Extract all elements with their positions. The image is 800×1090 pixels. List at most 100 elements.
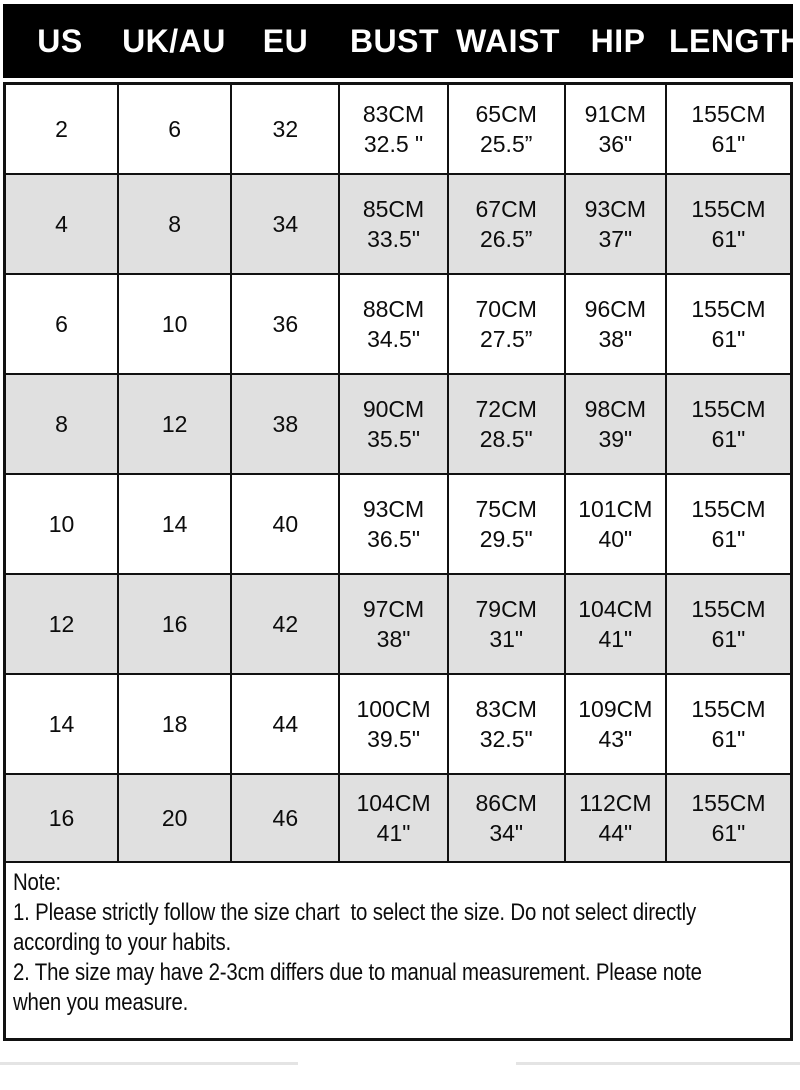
table-cell: 101CM 40" xyxy=(566,475,667,573)
table-cell: 104CM 41" xyxy=(340,775,449,861)
table-cell: 79CM 31" xyxy=(449,575,566,673)
table-cell: 155CM 61" xyxy=(667,375,790,473)
table-cell: 93CM 36.5" xyxy=(340,475,449,573)
cell-line: 32.5 " xyxy=(363,131,424,157)
table-cell: 155CM 61" xyxy=(667,275,790,373)
cell-line: 8 xyxy=(55,411,68,437)
cell-line: 41" xyxy=(598,626,633,652)
bottom-divider-left xyxy=(0,1062,298,1065)
cell-line: 88CM xyxy=(362,296,425,322)
note-line: according to your habits. xyxy=(13,929,232,956)
cell-line: 44 xyxy=(272,711,299,737)
cell-line: 37" xyxy=(598,226,633,252)
table-cell: 155CM 61" xyxy=(667,775,790,861)
cell-line: 70CM xyxy=(475,296,537,322)
cell-line: 75CM xyxy=(475,496,537,522)
header-cell-hip: HIP xyxy=(590,22,646,59)
cell-line: 104CM xyxy=(578,596,653,622)
cell-line: 97CM xyxy=(362,596,425,622)
cell-line: 61" xyxy=(711,131,746,157)
cell-line: 65CM xyxy=(475,101,537,127)
cell-line: 10 xyxy=(48,511,75,537)
table-row: 4 8 34 85CM 33.5" 67CM 26.5” 93CM 37" 155CM 61" xyxy=(6,175,790,275)
table-cell: 85CM 33.5" xyxy=(340,175,449,273)
cell-line: 43" xyxy=(598,726,633,752)
cell-line: 104CM xyxy=(356,790,431,816)
table-cell: 155CM 61" xyxy=(667,675,790,773)
table-cell: 16 xyxy=(119,575,233,673)
table-cell: 88CM 34.5" xyxy=(340,275,449,373)
table-cell: 72CM 28.5" xyxy=(449,375,566,473)
note-line: when you measure. xyxy=(13,989,189,1016)
cell-line: 155CM xyxy=(691,296,766,322)
cell-line: 90CM xyxy=(362,396,425,422)
cell-line: 155CM xyxy=(691,496,766,522)
note-block: Note: 1. Please strictly follow the size … xyxy=(6,863,790,1038)
table-cell: 93CM 37" xyxy=(566,175,667,273)
table-cell: 98CM 39" xyxy=(566,375,667,473)
cell-line: 155CM xyxy=(691,101,766,127)
cell-line: 16 xyxy=(48,805,75,831)
cell-line: 40" xyxy=(598,526,633,552)
cell-line: 16 xyxy=(161,611,188,637)
cell-line: 44" xyxy=(598,820,633,846)
cell-line: 36 xyxy=(272,311,299,337)
header-cell-ukau: UK/AU xyxy=(122,22,226,59)
cell-line: 155CM xyxy=(691,396,766,422)
table-cell: 10 xyxy=(6,475,120,573)
cell-line: 61" xyxy=(711,326,746,352)
note-line: 2. The size may have 2-3cm differs due t… xyxy=(13,959,702,986)
table-header-row: US UK/AU EU BUST WAIST HIP LENGTH xyxy=(3,4,800,78)
cell-line: 25.5” xyxy=(479,131,533,157)
cell-line: 91CM xyxy=(584,101,647,127)
cell-line: 26.5” xyxy=(479,226,533,252)
cell-line: 18 xyxy=(161,711,188,737)
cell-line: 112CM xyxy=(579,790,652,816)
cell-line: 100CM xyxy=(356,696,431,722)
header-cell-length: LENGTH xyxy=(669,22,800,59)
cell-line: 98CM xyxy=(584,396,647,422)
cell-line: 31" xyxy=(489,626,524,652)
table-cell: 16 xyxy=(6,775,120,861)
table-cell: 91CM 36" xyxy=(566,85,667,173)
cell-line: 40 xyxy=(272,511,299,537)
table-cell: 109CM 43" xyxy=(566,675,667,773)
cell-line: 39.5" xyxy=(367,726,420,752)
cell-line: 6 xyxy=(55,311,68,337)
cell-line: 39" xyxy=(598,426,633,452)
cell-line: 46 xyxy=(272,805,299,831)
table-cell: 83CM 32.5 " xyxy=(340,85,449,173)
table-cell: 18 xyxy=(119,675,233,773)
cell-line: 14 xyxy=(48,711,75,737)
table-cell: 44 xyxy=(232,675,341,773)
table-cell: 10 xyxy=(119,275,233,373)
table-cell: 104CM 41" xyxy=(566,575,667,673)
table-row: 8 12 38 90CM 35.5" 72CM 28.5" 98CM 39" 155CM 61" xyxy=(6,375,790,475)
cell-line: 61" xyxy=(711,626,746,652)
cell-line: 61" xyxy=(711,726,746,752)
table-cell: 75CM 29.5" xyxy=(449,475,566,573)
table-cell: 155CM 61" xyxy=(667,575,790,673)
table-cell: 6 xyxy=(6,275,120,373)
cell-line: 79CM xyxy=(475,596,537,622)
note-line: 1. Please strictly follow the size chart… xyxy=(13,899,697,926)
table-body: 2 6 32 83CM 32.5 " 65CM 25.5” 91CM 36" 155CM 61" 4 8… xyxy=(6,85,790,863)
header-cell-waist: WAIST xyxy=(456,22,560,59)
table-cell: 155CM 61" xyxy=(667,175,790,273)
table-row: 6 10 36 88CM 34.5" 70CM 27.5” 96CM 38" 155CM 61" xyxy=(6,275,790,375)
header-cell-eu: EU xyxy=(262,22,309,59)
cell-line: 38 xyxy=(272,411,299,437)
cell-line: 61" xyxy=(711,426,746,452)
cell-line: 42 xyxy=(272,611,299,637)
table-cell: 14 xyxy=(119,475,233,573)
table-cell: 4 xyxy=(6,175,120,273)
table-cell: 12 xyxy=(119,375,233,473)
table-cell: 65CM 25.5” xyxy=(449,85,566,173)
table-row: 14 18 44 100CM 39.5" 83CM 32.5" 109CM 43" 155CM 61… xyxy=(6,675,790,775)
cell-line: 12 xyxy=(48,611,75,637)
cell-line: 41" xyxy=(376,820,411,846)
cell-line: 155CM xyxy=(691,696,766,722)
cell-line: 34" xyxy=(489,820,524,846)
cell-line: 32 xyxy=(272,116,299,142)
